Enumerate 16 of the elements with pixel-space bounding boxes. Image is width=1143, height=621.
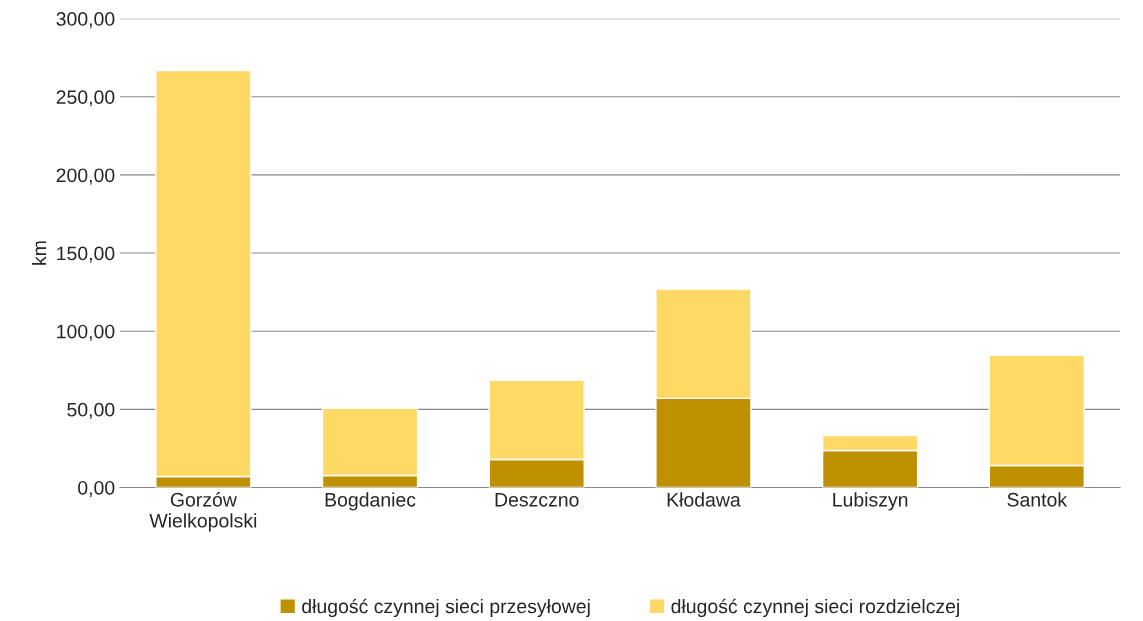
y-tick-label: 300,00 xyxy=(56,12,115,29)
y-tick-label: 150,00 xyxy=(57,246,115,263)
x-tick-label: Lubiszyn xyxy=(833,492,908,511)
x-tick-label: Gorzów Wielkopolski xyxy=(149,492,257,532)
y-tick-label: 0,00 xyxy=(78,480,115,498)
x-tick-label: Deszczno xyxy=(495,493,579,507)
y-axis-title: km xyxy=(32,241,47,265)
y-tick-label: 50,00 xyxy=(67,402,115,419)
y-tick-label: 200,00 xyxy=(56,168,115,185)
x-tick-label: Santok xyxy=(1007,492,1068,507)
x-tick-label: Kłodawa xyxy=(667,492,741,507)
legend-label: długość czynnej sieci przesyłowej xyxy=(302,598,590,618)
legend-label: długość czynnej sieci rozdzielczej xyxy=(671,598,959,618)
y-tick-label: 250,00 xyxy=(56,90,115,107)
x-tick-label: Bogdaniec xyxy=(325,492,416,511)
y-tick-label: 100,00 xyxy=(57,324,115,341)
